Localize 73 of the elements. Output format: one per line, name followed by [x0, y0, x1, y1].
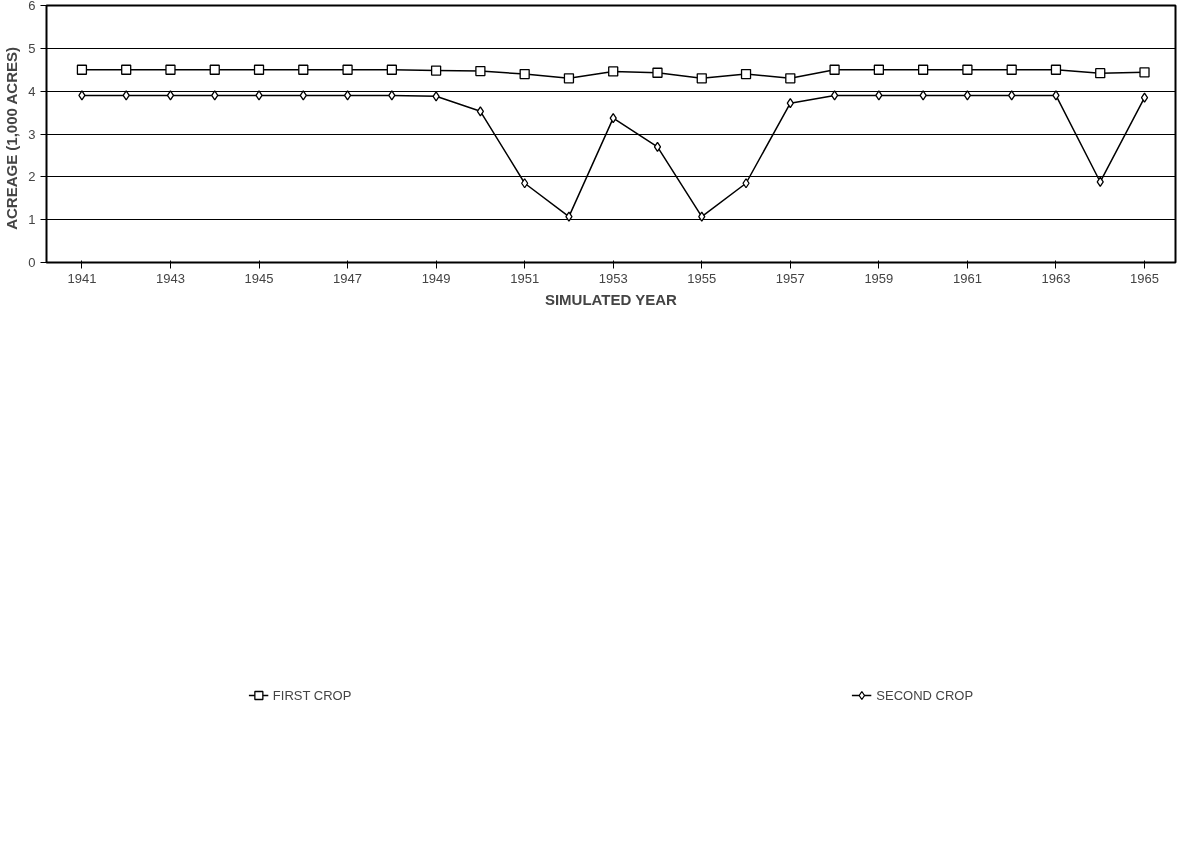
point [521, 178, 529, 189]
point [696, 73, 707, 84]
point [386, 64, 397, 75]
point [963, 90, 972, 101]
y-tick-label: 1 [28, 212, 36, 228]
point [343, 90, 352, 101]
x-tick-label: 1945 [244, 270, 274, 286]
point [1008, 90, 1016, 101]
point [78, 90, 86, 101]
point [519, 68, 530, 80]
x-tick-label: 1951 [510, 270, 540, 286]
point [476, 106, 485, 117]
point [740, 68, 752, 80]
x-tick-label: 1949 [421, 270, 451, 286]
point [1052, 90, 1060, 101]
x-tick-label: 1943 [156, 270, 185, 286]
point [299, 90, 307, 101]
point [875, 90, 883, 101]
point [209, 64, 220, 75]
point [830, 90, 839, 101]
point [475, 65, 486, 77]
y-tick-label: 4 [28, 83, 36, 99]
point [298, 64, 309, 75]
point [1140, 92, 1149, 103]
y-tick-label: 5 [28, 40, 36, 56]
point [565, 211, 573, 222]
x-tick-label: 1965 [1130, 270, 1159, 286]
point [1139, 67, 1150, 78]
legend-label: FIRST CROP [272, 687, 352, 703]
point [785, 73, 796, 84]
point [609, 113, 617, 124]
point [165, 64, 176, 75]
x-tick-label: 1955 [687, 270, 717, 286]
y-tick-label: 0 [28, 255, 36, 270]
point [873, 64, 885, 75]
point [211, 90, 219, 101]
point [430, 65, 442, 76]
x-tick-label: 1963 [1041, 270, 1071, 286]
point [166, 90, 175, 101]
point [121, 64, 132, 75]
y-tick-label: 6 [28, 0, 36, 13]
point [829, 64, 840, 75]
x-axis-title: SIMULATED YEAR [544, 290, 678, 308]
point [253, 64, 265, 75]
point [1095, 68, 1106, 79]
point [122, 90, 130, 101]
legend-label: SECOND CROP [876, 687, 974, 703]
point [962, 64, 973, 75]
point [917, 64, 929, 75]
point [653, 141, 662, 152]
point [1006, 64, 1017, 75]
y-tick-label: 2 [28, 169, 36, 185]
point [608, 66, 619, 77]
point [432, 91, 440, 102]
point [342, 64, 353, 75]
point [652, 67, 663, 78]
x-tick-label: 1957 [775, 270, 805, 286]
point [919, 90, 927, 101]
point [786, 98, 794, 109]
x-tick-label: 1961 [952, 270, 982, 286]
x-tick-label: 1941 [67, 270, 97, 286]
y-axis-title: ACREAGE (1,000 ACRES) [3, 47, 21, 230]
x-tick-label: 1953 [598, 270, 628, 286]
y-tick-label: 3 [28, 126, 36, 142]
point [1050, 64, 1062, 75]
point [76, 64, 88, 75]
point [698, 211, 706, 222]
point [563, 73, 575, 84]
point [388, 90, 396, 101]
x-tick-label: 1959 [864, 270, 894, 286]
point [742, 178, 750, 189]
x-tick-label: 1947 [333, 270, 363, 286]
point [255, 90, 263, 101]
